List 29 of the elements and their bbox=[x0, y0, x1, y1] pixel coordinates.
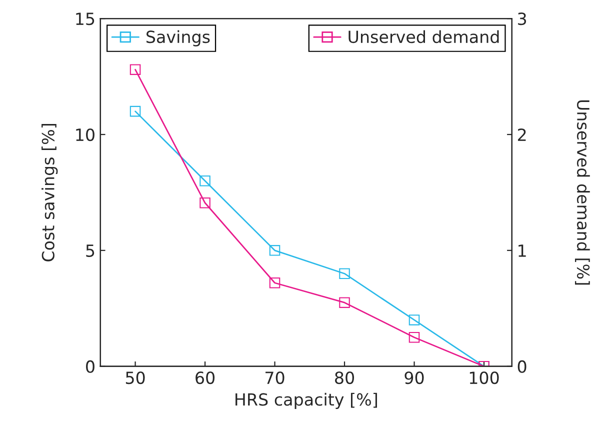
x-tick-label: 70 bbox=[266, 371, 284, 384]
point bbox=[200, 175, 210, 186]
point bbox=[408, 332, 420, 343]
y2-tick-label: 2 bbox=[518, 128, 526, 141]
x-tick-label: 50 bbox=[126, 371, 145, 384]
point bbox=[130, 64, 141, 75]
x-tick-label: 100 bbox=[470, 371, 499, 384]
legend-label: Unserved demand bbox=[348, 30, 499, 44]
y-tick-label: 5 bbox=[86, 244, 94, 257]
point bbox=[269, 277, 280, 288]
x-tick-label: 90 bbox=[404, 371, 424, 384]
y-tick-label: 0 bbox=[86, 360, 94, 373]
point bbox=[269, 245, 280, 256]
point bbox=[200, 198, 210, 208]
x-tick-label: 60 bbox=[196, 371, 215, 384]
y2-axis-title: Unserved demand [%] bbox=[575, 100, 590, 285]
legend-label: Savings bbox=[146, 30, 210, 46]
y-axis-title: Cost savings [%] bbox=[42, 124, 58, 262]
x-tick-label: 80 bbox=[335, 371, 354, 384]
point bbox=[130, 106, 141, 117]
point bbox=[339, 268, 350, 279]
y-tick-label: 15 bbox=[76, 12, 94, 26]
point bbox=[339, 297, 350, 308]
y2-tick-label: 3 bbox=[518, 12, 526, 26]
x-axis-title: HRS capacity [%] bbox=[236, 392, 377, 410]
point bbox=[408, 314, 420, 326]
y-tick-label: 10 bbox=[76, 128, 94, 142]
y2-tick-label: 0 bbox=[518, 360, 526, 373]
y2-tick-label: 1 bbox=[518, 244, 526, 257]
